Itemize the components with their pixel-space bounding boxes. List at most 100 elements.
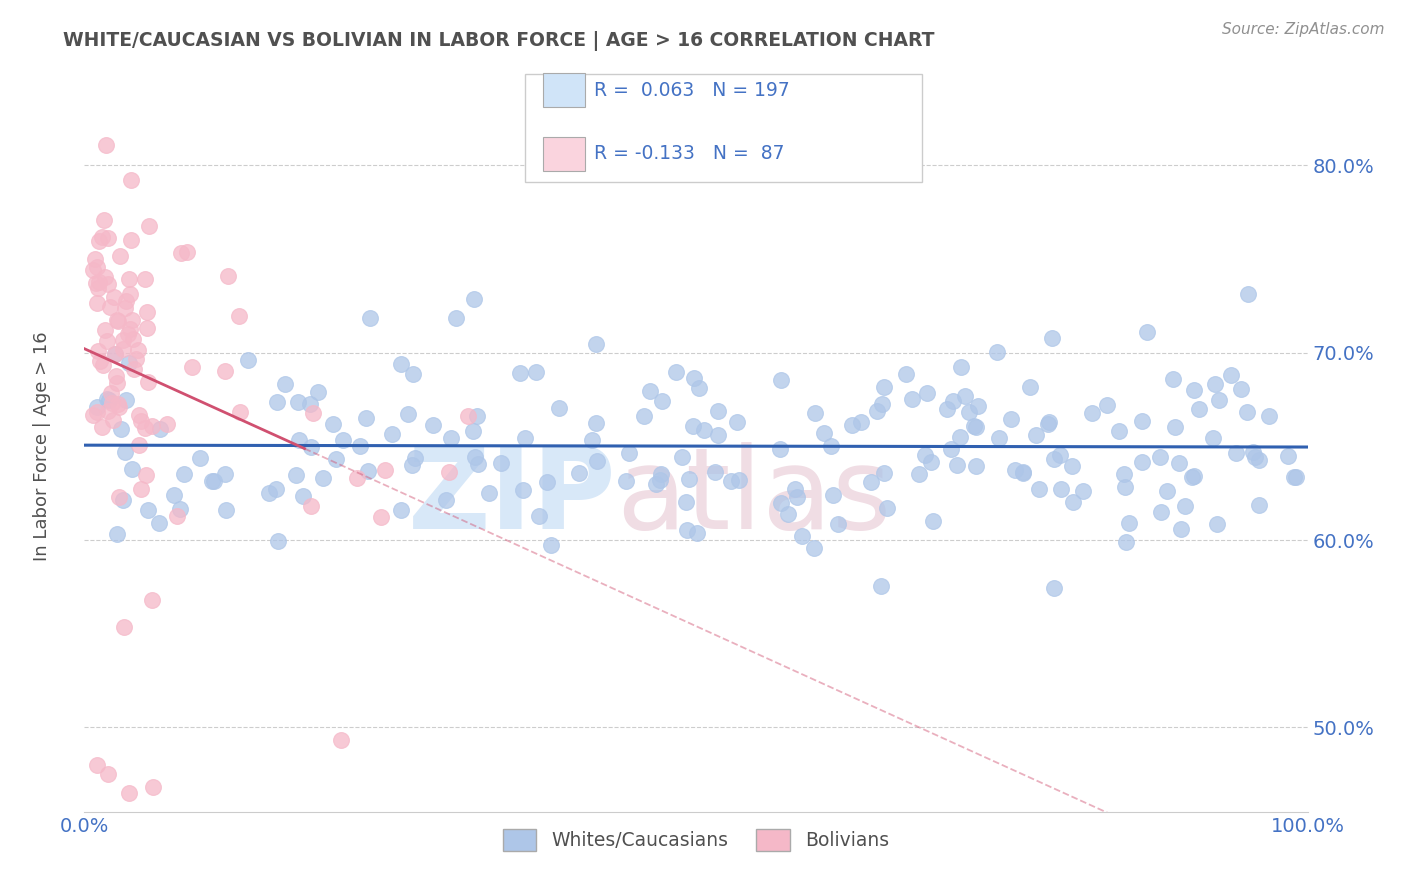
Point <box>217 268 239 283</box>
Point <box>513 431 536 445</box>
Point <box>273 377 295 392</box>
Point <box>872 380 894 394</box>
Text: R = -0.133   N =  87: R = -0.133 N = 87 <box>595 145 785 163</box>
Point <box>120 233 142 247</box>
Text: R =  0.063   N = 197: R = 0.063 N = 197 <box>595 80 790 100</box>
Point <box>1004 463 1026 477</box>
Point <box>96 334 118 349</box>
Point <box>127 343 149 357</box>
Point <box>770 373 793 387</box>
Point <box>94 138 117 153</box>
Point <box>728 473 751 487</box>
Point <box>703 465 725 479</box>
Point <box>1258 409 1281 423</box>
Point <box>688 381 710 395</box>
Point <box>935 401 957 416</box>
Point <box>841 417 863 432</box>
Point <box>181 360 204 375</box>
Point <box>776 507 799 521</box>
Point <box>136 305 159 319</box>
Point <box>357 464 380 478</box>
Point <box>1247 453 1270 467</box>
Point <box>463 425 485 439</box>
Point <box>389 357 412 371</box>
Point <box>125 351 148 366</box>
Point <box>783 482 806 496</box>
Point <box>389 502 412 516</box>
Point <box>134 272 156 286</box>
Point <box>1040 331 1063 345</box>
Point <box>827 516 849 531</box>
Point <box>121 461 143 475</box>
Point <box>1156 483 1178 498</box>
Point <box>84 276 107 290</box>
Point <box>97 230 120 244</box>
Point <box>202 474 225 488</box>
Point <box>1025 427 1047 442</box>
Point <box>141 593 163 607</box>
Point <box>548 401 571 415</box>
Point <box>950 359 973 374</box>
Point <box>478 486 501 500</box>
Point <box>769 442 792 456</box>
Point <box>176 245 198 260</box>
Point <box>108 249 131 263</box>
Point <box>138 219 160 233</box>
Point <box>675 523 697 537</box>
Point <box>1028 482 1050 496</box>
Point <box>108 491 131 505</box>
Point <box>1188 402 1211 417</box>
Point <box>965 459 987 474</box>
Point <box>619 446 641 460</box>
Point <box>963 418 986 433</box>
Point <box>1182 469 1205 483</box>
Point <box>136 375 159 389</box>
Point <box>651 394 673 409</box>
Point <box>229 405 252 419</box>
Point <box>111 342 134 356</box>
Point <box>381 427 404 442</box>
Point <box>325 451 347 466</box>
Point <box>941 442 963 457</box>
Point <box>1130 454 1153 468</box>
Point <box>467 458 489 472</box>
Point <box>585 416 607 430</box>
Point <box>1149 450 1171 464</box>
Point <box>86 757 108 772</box>
Point <box>166 508 188 523</box>
Point <box>914 448 936 462</box>
Point <box>173 467 195 481</box>
Point <box>346 470 368 484</box>
Text: WHITE/CAUCASIAN VS BOLIVIAN IN LABOR FORCE | AGE > 16 CORRELATION CHART: WHITE/CAUCASIAN VS BOLIVIAN IN LABOR FOR… <box>63 31 935 51</box>
Point <box>540 538 562 552</box>
Point <box>1225 445 1247 459</box>
Point <box>105 376 128 390</box>
Point <box>437 465 460 479</box>
Point <box>1118 516 1140 530</box>
Point <box>122 332 145 346</box>
Point <box>396 407 419 421</box>
Point <box>94 269 117 284</box>
Text: atlas: atlas <box>616 442 891 552</box>
Point <box>228 309 250 323</box>
Point <box>614 474 637 488</box>
Point <box>1220 368 1243 382</box>
Point <box>287 395 309 409</box>
Point <box>83 252 105 267</box>
Point <box>707 404 730 418</box>
Point <box>118 786 141 800</box>
Point <box>404 450 426 465</box>
Point <box>1167 456 1189 470</box>
Point <box>907 467 929 481</box>
Point <box>148 516 170 530</box>
Point <box>524 365 547 379</box>
Point <box>401 458 423 473</box>
Point <box>98 300 121 314</box>
Point <box>920 455 942 469</box>
Point <box>97 392 120 407</box>
Point <box>529 508 551 523</box>
Point <box>94 323 117 337</box>
Point <box>1019 379 1042 393</box>
Point <box>457 409 479 424</box>
Point <box>128 438 150 452</box>
